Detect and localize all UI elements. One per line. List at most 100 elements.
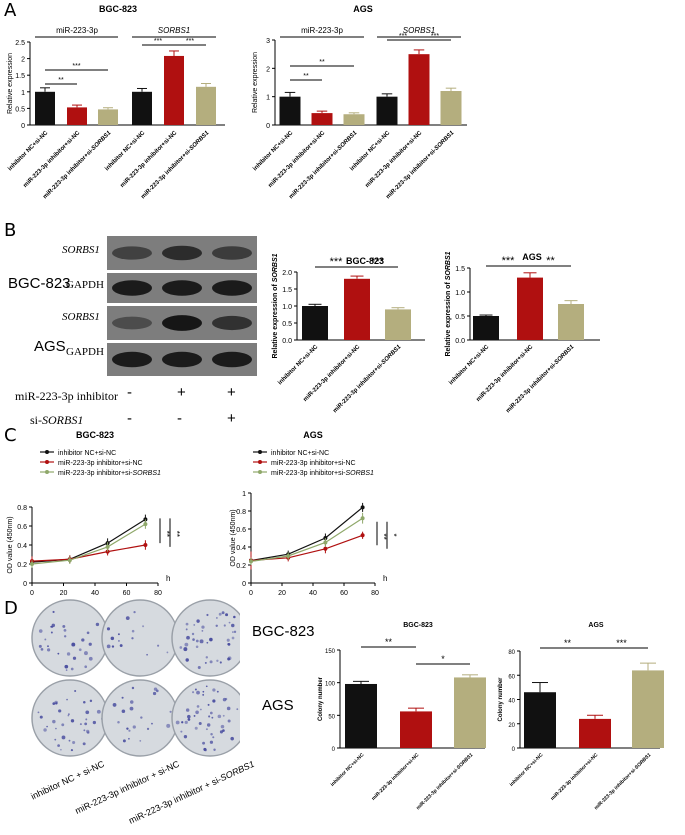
- colony-dot: [192, 691, 195, 694]
- bar: [345, 683, 377, 748]
- x-tick-label-text: miR-223-3p inhibitor+si-NC: [23, 130, 82, 189]
- x-tick-label: inhibitor NC+si-NC: [448, 344, 491, 387]
- blot-band: [162, 245, 202, 261]
- colony-dot: [196, 690, 200, 695]
- blot-band: [212, 315, 252, 331]
- chart-title: BGC-823: [76, 430, 114, 440]
- series-line: [31, 544, 146, 562]
- colony-dot: [63, 628, 67, 632]
- blot-band: [212, 280, 252, 296]
- colony-dot: [61, 735, 66, 740]
- colony-dot: [216, 659, 219, 662]
- colony-dot: [38, 644, 42, 648]
- plate-label: inhibitor NC + si-NC: [29, 760, 106, 802]
- colony-dot: [195, 645, 199, 649]
- y-tick-label: 0.4: [17, 543, 27, 550]
- chart-title: AGS: [588, 622, 604, 629]
- y-tick-label: 0.4: [236, 545, 246, 552]
- colony-dot: [57, 744, 60, 747]
- legend-label: miR-223-3p inhibitor+si-NC: [58, 460, 143, 467]
- y-tick-label: 1.5: [455, 266, 465, 273]
- sig-label: **: [162, 531, 171, 537]
- colony-dot: [131, 629, 135, 633]
- colony-dot: [126, 727, 129, 730]
- colony-dot: [209, 740, 214, 744]
- legend-label: inhibitor NC+si-NC: [271, 450, 329, 457]
- series-line: [250, 534, 363, 562]
- colony-dot: [125, 616, 130, 621]
- petri-dish: [31, 599, 109, 677]
- legend-marker: [258, 460, 262, 464]
- y-tick-label: 0: [512, 747, 516, 753]
- colony-dot: [70, 748, 74, 752]
- colony-dot: [64, 664, 69, 669]
- y-tick-label: 0.6: [17, 524, 27, 531]
- blot-band: [112, 246, 152, 260]
- colony-dot: [50, 625, 53, 628]
- x-tick-label: 80: [154, 590, 162, 597]
- sig-label: ***: [431, 33, 439, 40]
- colony-dot: [185, 658, 189, 662]
- colony-dot: [212, 688, 216, 692]
- y-axis-label-italic: SORBS1: [445, 251, 452, 280]
- x-tick-label: 40: [91, 590, 99, 597]
- bar: [558, 304, 584, 340]
- y-tick-label: 0: [23, 581, 27, 588]
- colony-dot: [78, 648, 82, 652]
- x-tick-label-text: miR-223-3p inhibitor+si-NC: [120, 130, 179, 189]
- x-tick-label: 80: [371, 590, 379, 597]
- group-label-sorbs: SORBS1: [158, 26, 190, 35]
- legend-label: inhibitor NC+si-NC: [58, 450, 116, 457]
- colony-dot: [140, 716, 143, 719]
- x-tick-label: inhibitor NC+si-NC: [509, 752, 545, 788]
- colony-dot: [193, 714, 196, 717]
- data-point: [30, 562, 34, 566]
- y-tick-label: 2: [21, 57, 25, 64]
- colony-dot: [54, 700, 58, 705]
- colony-dot: [142, 625, 145, 628]
- x-unit-label: h: [383, 574, 387, 583]
- colony-dot: [222, 714, 225, 717]
- sign-r2-c2: -: [177, 410, 182, 427]
- colony-dot: [227, 719, 231, 723]
- data-point: [323, 546, 328, 551]
- x-tick-label-text: inhibitor NC+si-NC: [448, 344, 491, 387]
- sig-label: **: [303, 73, 309, 80]
- colony-dot: [200, 708, 202, 711]
- x-tick-label-italic: SORBS1: [634, 752, 653, 771]
- y-tick-label: 1.0: [282, 304, 292, 311]
- data-point: [105, 549, 110, 554]
- western-blot: [107, 236, 257, 381]
- y-tick-label: 2.0: [282, 270, 292, 277]
- x-tick-label-text: miR-223-3p inhibitor+si-NC: [371, 752, 421, 802]
- colony-dot: [226, 638, 230, 642]
- colony-dot: [185, 622, 189, 626]
- colony-dot: [166, 723, 171, 728]
- data-point: [143, 543, 148, 547]
- colony-dot: [207, 703, 210, 706]
- y-tick-label: 0: [21, 123, 25, 130]
- sig-label: ***: [371, 256, 385, 268]
- bar: [344, 278, 370, 340]
- y-axis-label: Colony number: [498, 677, 504, 722]
- colony-dot: [227, 642, 230, 646]
- colony-dot: [110, 636, 115, 641]
- cell-line-bgc-d: BGC-823: [252, 623, 315, 640]
- petri-dish: [31, 679, 109, 757]
- colony-dot: [79, 723, 82, 726]
- colony-dot: [66, 652, 71, 656]
- plate-labels: inhibitor NC + si-NC miR-223-3p inhibitor…: [29, 760, 256, 826]
- colony-dot: [72, 656, 77, 660]
- x-tick-label: miR-223-3p inhibitor+si-NC: [120, 130, 179, 189]
- x-tick-label: miR-223-3p inhibitor+si-SORBS1: [385, 130, 456, 201]
- sig-label: ***: [616, 638, 627, 648]
- colony-dot: [84, 722, 88, 726]
- bar: [517, 277, 543, 340]
- blot-band: [162, 280, 202, 296]
- x-tick-label-text: miR-223-3p inhibitor+si-NC: [550, 752, 600, 802]
- colony-dot: [52, 610, 55, 614]
- legend-label: miR-223-3p inhibitor+si-NC: [271, 460, 356, 467]
- colony-dot: [195, 639, 199, 643]
- colony-dot: [68, 739, 71, 742]
